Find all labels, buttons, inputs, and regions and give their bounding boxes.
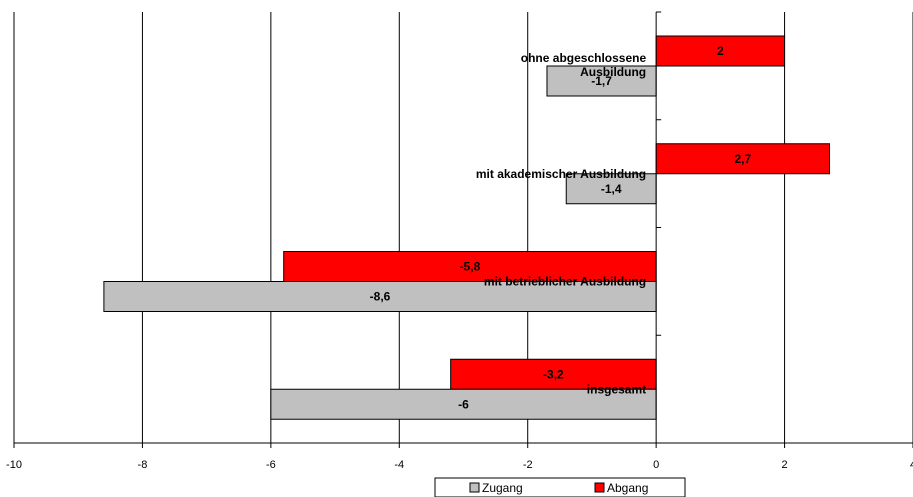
data-labels: -3,2 -6 -5,8 -8,6 2,7 -1,4 2 -1,7: [370, 44, 752, 411]
category-label: mit betrieblicher Ausbildung: [484, 275, 646, 289]
legend-label: Abgang: [607, 481, 648, 495]
gridlines: [13, 12, 913, 443]
data-label: -6: [458, 397, 469, 411]
x-tick-label: -8: [138, 459, 148, 471]
bar-zugang: [103, 281, 657, 312]
data-label: -1,7: [591, 74, 612, 88]
data-label: 2,7: [734, 152, 751, 166]
x-tick-label: 2: [782, 459, 788, 471]
data-label: -1,4: [601, 182, 622, 196]
x-tick-label: -2: [523, 459, 533, 471]
legend-label: Zugang: [482, 481, 523, 495]
category-label: Ausbildung: [580, 65, 646, 79]
x-tick-label: -4: [394, 459, 404, 471]
data-label: -3,2: [543, 367, 564, 381]
bar-abgang: [655, 143, 831, 175]
legend: Zugang Abgang: [434, 477, 686, 497]
data-label: 2: [717, 44, 724, 58]
x-tick-label: 4: [910, 459, 913, 471]
data-label: -5,8: [460, 260, 481, 274]
x-tick-label: 0: [653, 459, 659, 471]
x-tick-labels: -10 -8 -6 -4 -2 0 2 4: [6, 459, 913, 471]
legend-swatch: [469, 482, 480, 493]
category-label: insgesamt: [587, 382, 646, 396]
bars: [103, 35, 831, 420]
bar-zugang: [565, 173, 657, 205]
bar-abgang: [655, 35, 786, 67]
category-label: ohne abgeschlossene: [521, 51, 647, 65]
legend-box: [434, 477, 686, 497]
legend-swatch: [594, 482, 605, 493]
category-labels: insgesamt mit betrieblicher Ausbildung mit…: [476, 51, 647, 396]
x-tick-label: -6: [266, 459, 276, 471]
x-tick-label: -10: [6, 459, 22, 471]
bar-zugang: [546, 65, 657, 97]
axes: [13, 11, 913, 448]
category-label: mit akademischer Ausbildung: [476, 167, 646, 181]
data-label: -8,6: [370, 290, 391, 304]
